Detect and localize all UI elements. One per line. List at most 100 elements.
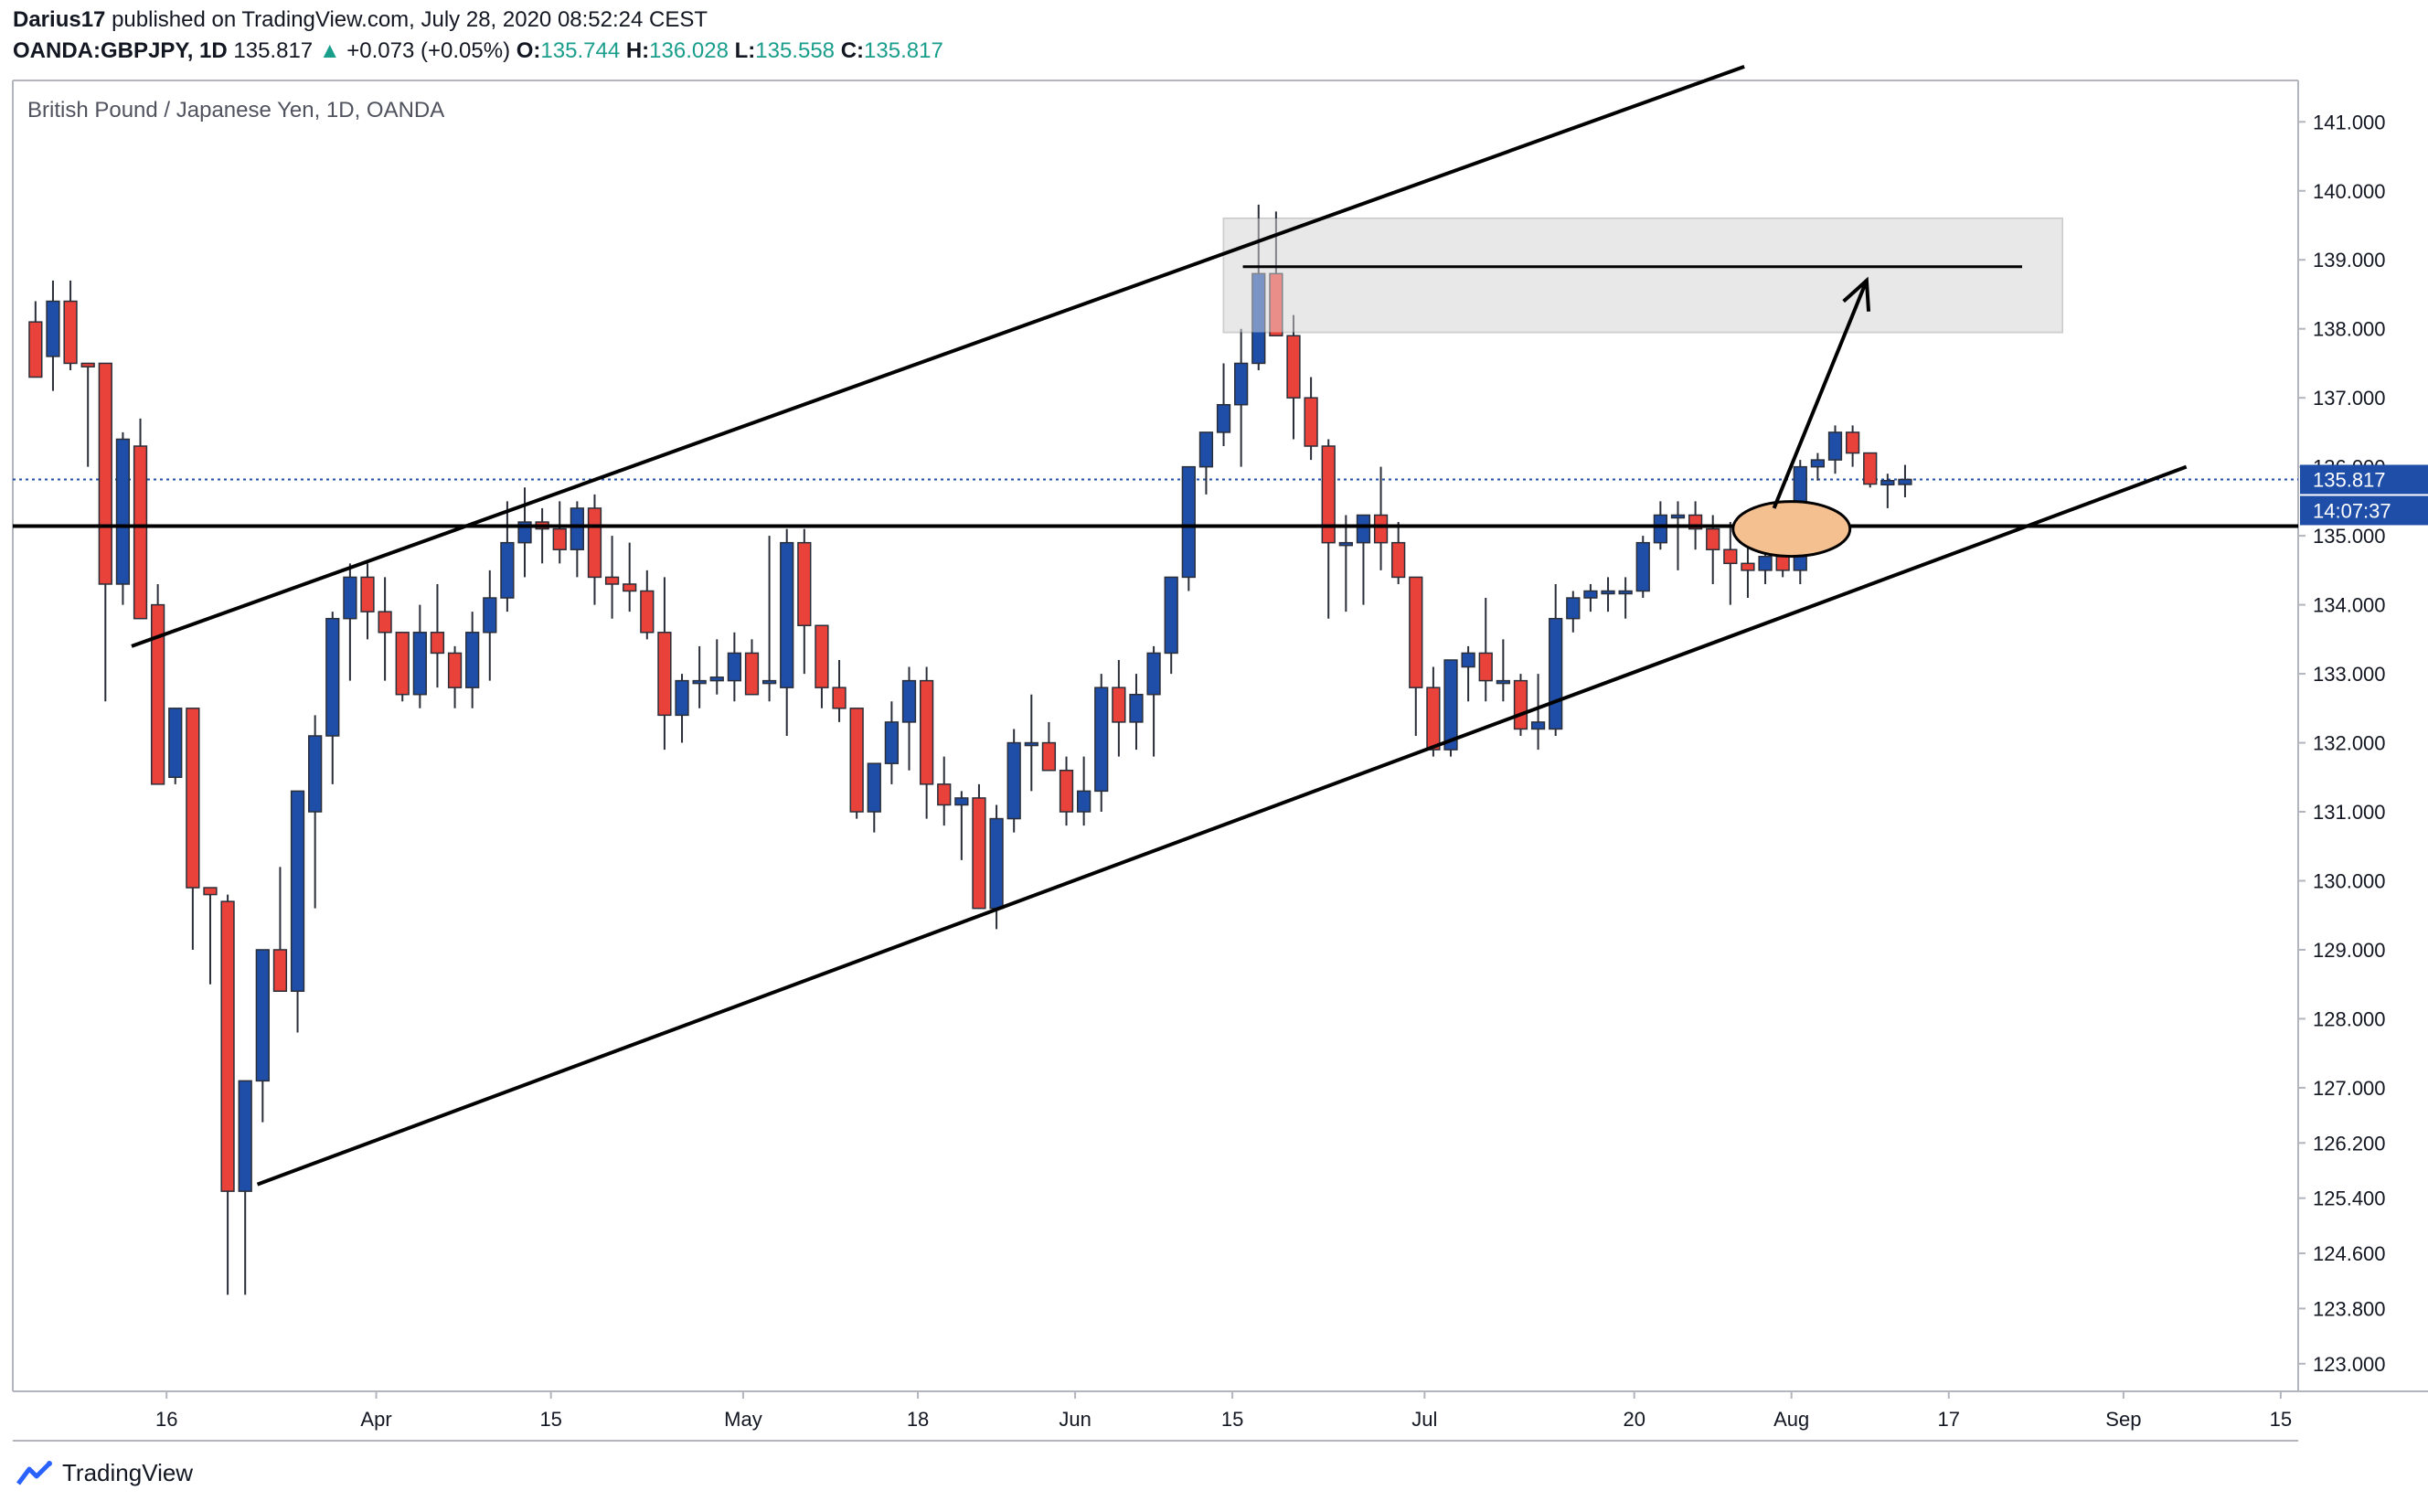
candle-up (1880, 479, 1895, 486)
candle-up (1549, 617, 1563, 730)
time-tick-label: 15 (539, 1408, 561, 1431)
tradingview-brand[interactable]: TradingView (16, 1459, 193, 1487)
candle-up (727, 652, 742, 682)
candle-up (1164, 576, 1178, 655)
candle-up (1146, 652, 1161, 696)
time-tick-label: 16 (155, 1408, 177, 1431)
candle-down (1321, 445, 1336, 544)
candle-up (1077, 790, 1092, 813)
candle-down (1513, 679, 1528, 730)
high-label: H: (625, 38, 650, 63)
price-tick-label: 133.000 (2313, 663, 2386, 686)
candle-down (220, 900, 235, 1192)
candle-up (692, 679, 707, 685)
candle-down (1845, 431, 1860, 454)
channel-lower-line (256, 464, 2188, 1187)
time-tick-label: 20 (1623, 1408, 1645, 1431)
price-tick-label: 138.000 (2313, 318, 2386, 341)
candle-down (378, 611, 392, 634)
candle-down (972, 797, 986, 910)
candle-down (849, 708, 864, 813)
candle-down (587, 507, 602, 579)
candle-down (552, 527, 567, 550)
publish-header: Darius17 published on TradingView.com, J… (13, 5, 943, 66)
candle-up (255, 949, 270, 1082)
time-tick-label: May (724, 1408, 762, 1431)
candle-down (815, 624, 829, 688)
candle-up (465, 632, 480, 688)
price-tick-label: 137.000 (2313, 387, 2386, 410)
candle-down (1409, 576, 1423, 688)
candle-up (1758, 556, 1773, 571)
candle-down (63, 300, 78, 365)
candle-up (1094, 687, 1109, 793)
candle-up (1618, 590, 1633, 595)
highlight-ellipse (1731, 500, 1852, 559)
candle-up (1496, 679, 1510, 685)
time-tick-label: Jul (1411, 1408, 1437, 1431)
low-value: 135.558 (755, 38, 836, 63)
candle-down (1723, 548, 1738, 565)
open-value: 135.744 (540, 38, 621, 63)
candle-up (325, 617, 340, 737)
price-tick-label: 123.000 (2313, 1353, 2386, 1376)
published-text: published on TradingView.com, July 28, 2… (112, 7, 708, 32)
candle-down (640, 590, 655, 634)
candle-down (1041, 741, 1057, 772)
price-tick-label: 132.000 (2313, 732, 2386, 755)
candle-up (1024, 741, 1038, 747)
candle-up (709, 676, 724, 682)
price-tick-label: 123.800 (2313, 1297, 2386, 1320)
candle-down (28, 321, 43, 378)
candle-up (1898, 478, 1912, 485)
candle-up (238, 1080, 252, 1192)
price-tick-label: 127.000 (2313, 1077, 2386, 1100)
candle-up (308, 735, 323, 813)
candle-up (1566, 597, 1581, 620)
candle-up (675, 679, 689, 717)
candle-up (1198, 431, 1214, 468)
candle-up (46, 300, 60, 357)
candle-down (1775, 556, 1790, 571)
time-tick-label: Apr (360, 1408, 391, 1431)
candle-down (832, 687, 847, 709)
candle-up (115, 438, 131, 585)
price-tick-label: 140.000 (2313, 180, 2386, 203)
price-tick-label: 130.000 (2313, 869, 2386, 892)
candle-up (1251, 272, 1266, 365)
candle-up (989, 817, 1004, 910)
last-price-tag-label: 135.817 (2313, 468, 2386, 491)
candle-down (151, 603, 165, 785)
price-tick-label: 141.000 (2313, 111, 2386, 133)
candle-up (761, 679, 777, 685)
resistance-zone-overlay (1223, 218, 2062, 333)
candle-down (447, 652, 463, 688)
candle-up (1006, 741, 1021, 820)
price-tick-label: 129.000 (2313, 939, 2386, 962)
time-tick-label: Aug (1773, 1408, 1809, 1431)
candle-up (1583, 590, 1598, 599)
candle-down (360, 576, 375, 612)
time-tick-label: 15 (2270, 1408, 2292, 1431)
price-tick-label: 131.000 (2313, 801, 2386, 824)
author-name[interactable]: Darius17 (13, 7, 106, 32)
candle-up (1827, 431, 1843, 461)
price-tick-label: 128.000 (2313, 1007, 2386, 1030)
candle-down (1112, 687, 1126, 723)
candle-down (657, 632, 672, 717)
candle-up (1181, 465, 1196, 579)
candle-down (203, 887, 218, 896)
candle-down (1863, 452, 1878, 485)
low-label: L: (734, 38, 756, 63)
candle-up (412, 632, 427, 696)
target-arrow-shaft (1772, 280, 1869, 509)
candle-down (1426, 687, 1441, 751)
candle-down (1286, 335, 1301, 399)
candle-up (1670, 514, 1686, 519)
price-tick-label: 134.000 (2313, 594, 2386, 617)
resistance-zone (1222, 217, 2063, 334)
candle-down (797, 541, 812, 626)
candle-up (780, 541, 794, 688)
candle-down (1478, 652, 1493, 682)
